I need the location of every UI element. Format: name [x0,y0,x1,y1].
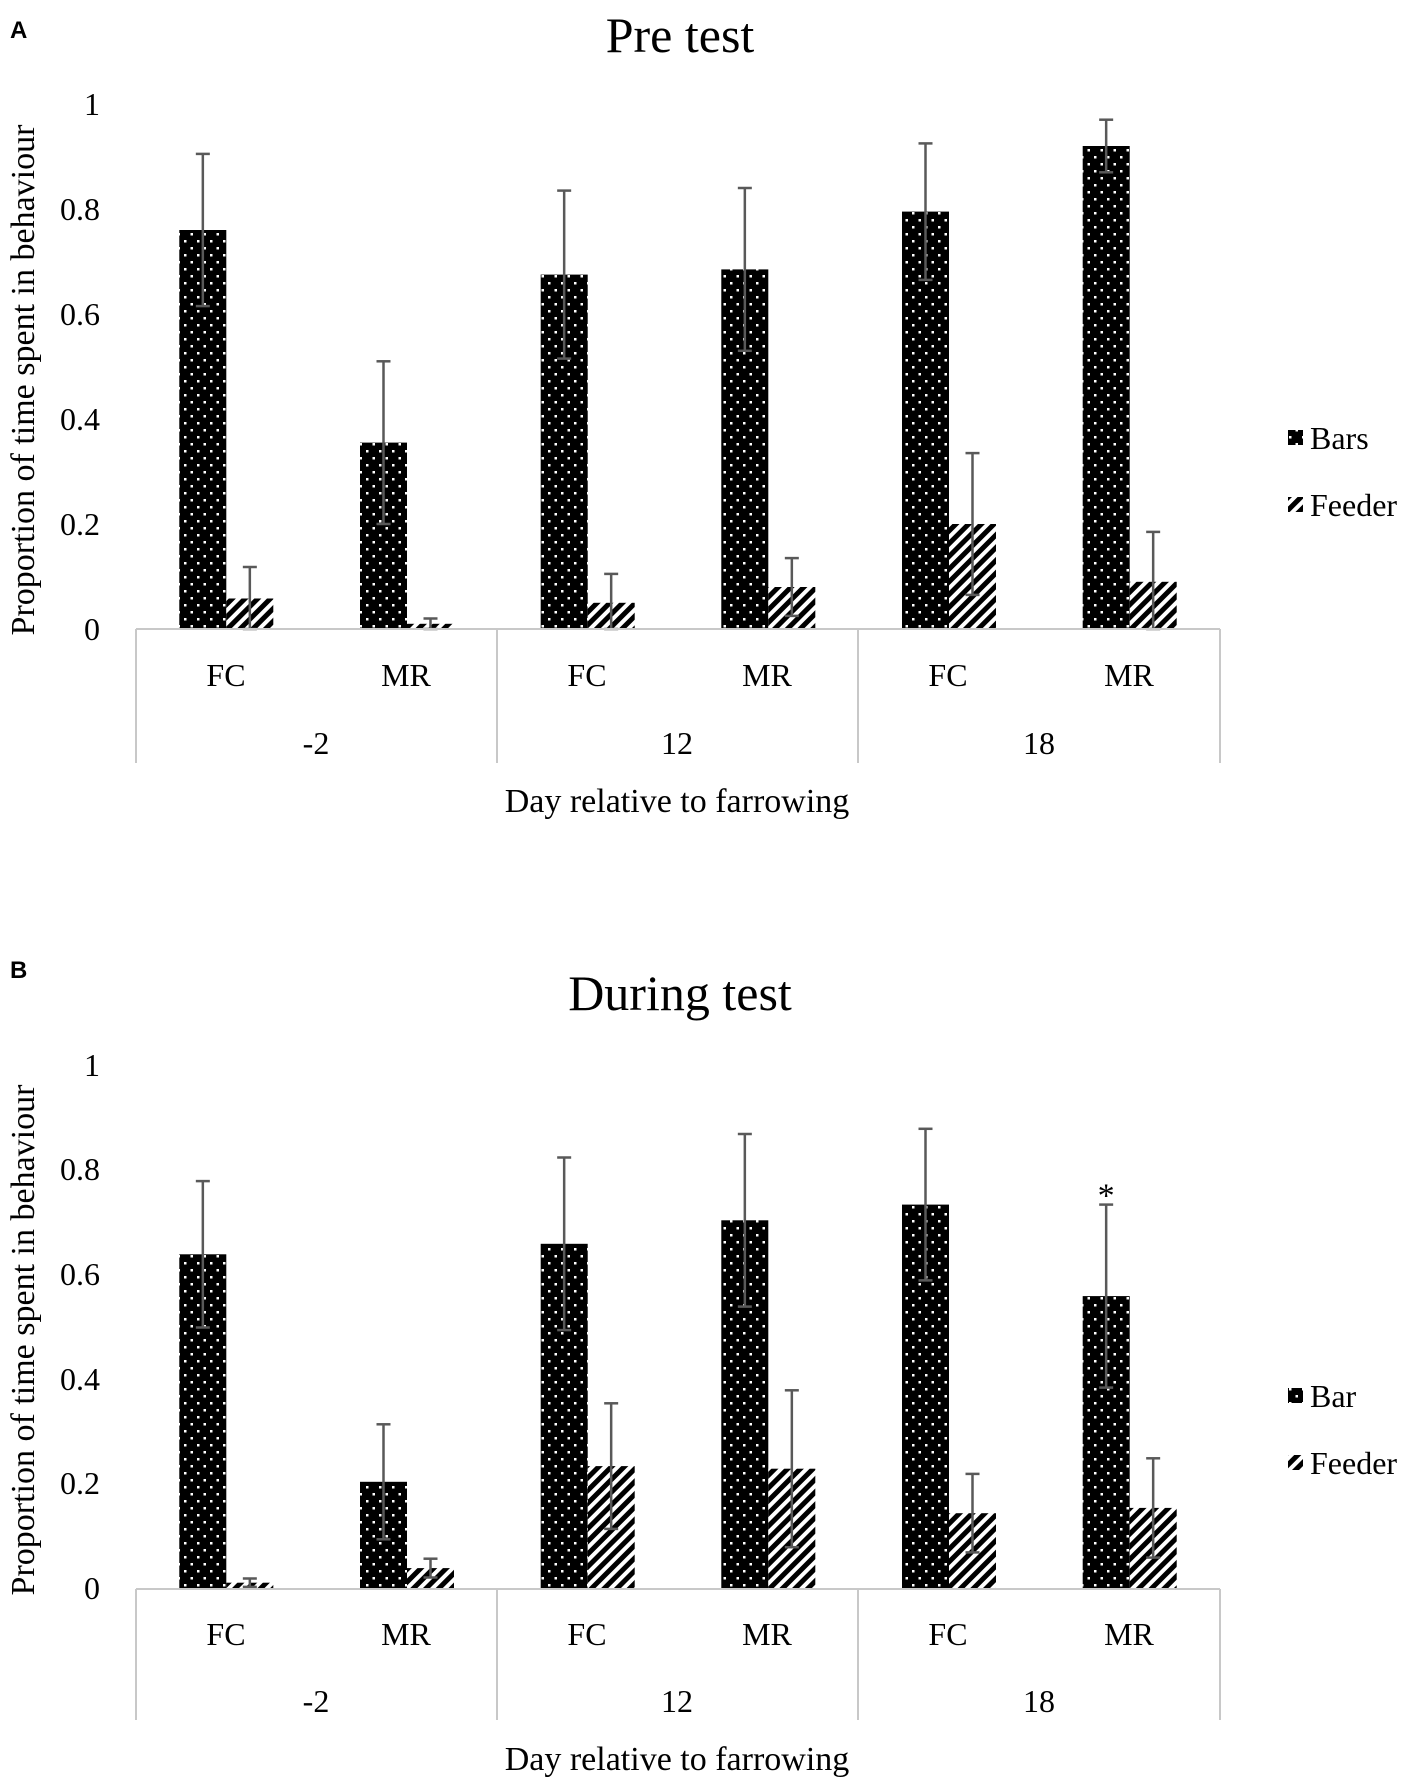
chart-b-group-label: -2 [303,1683,330,1719]
chart-b-ytick: 0.8 [60,1151,100,1187]
chart-a-category-label: MR [381,657,431,693]
chart-a-category-label: FC [206,657,245,693]
chart-b-ytick: 0.4 [60,1361,100,1397]
bar-bars-5 [1082,146,1130,629]
error-bar-bar-0 [195,1179,210,1329]
chart-a-group-label: 12 [661,725,693,761]
chart-b-group-label: 12 [661,1683,693,1719]
chart-b-category-label: FC [567,1616,606,1652]
chart-b-category-label: MR [1104,1616,1154,1652]
chart-a-category-label: FC [567,657,606,693]
error-bar-bars-3 [737,186,752,353]
chart-b-category-label: MR [742,1616,792,1652]
chart-b-category-label: FC [928,1616,967,1652]
chart-b-ytick: 0.6 [60,1256,100,1292]
chart-b-group-label: 18 [1023,1683,1055,1719]
chart-a-category-label: MR [1104,657,1154,693]
chart-a-xlabel: Day relative to farrowing [505,783,850,820]
error-bar-bars-0 [195,152,210,308]
error-bar-feeder-3 [784,1389,799,1549]
chart-b-legend: Bar Feeder [1288,1378,1397,1481]
chart-a-x-axis [135,628,1221,763]
chart-a-yticks: 0 0.2 0.4 0.6 0.8 1 [60,86,100,647]
chart-a-title: Pre test [606,7,755,63]
error-bar-bar-3 [737,1132,752,1308]
chart-b-x-axis [135,1588,1221,1720]
error-bar-feeder-2 [604,1402,619,1531]
error-bar-feeder-0 [242,1577,257,1589]
legend-swatch-bar [1288,1388,1303,1403]
chart-a-ytick: 1 [84,86,100,122]
chart-b-ylabel: Proportion of time spent in behaviour [5,1084,42,1596]
chart-a-ytick: 0 [84,611,100,647]
chart-a-ytick: 0.4 [60,401,100,437]
chart-b-ytick: 0 [84,1570,100,1606]
chart-a-ytick: 0.8 [60,191,100,227]
chart-b-category-labels: FC MR FC MR FC MR [206,1616,1154,1652]
error-bar-feeder-1 [423,1557,438,1579]
legend-label-bar: Bar [1310,1378,1357,1414]
error-bar-bar-1 [376,1423,391,1541]
chart-b-bars: * [179,1127,1177,1589]
legend-label-feeder: Feeder [1310,487,1397,523]
error-bar-bar-4 [918,1127,933,1282]
chart-a-ylabel: Proportion of time spent in behaviour [5,124,42,636]
chart-a-group-label: -2 [303,725,330,761]
chart-b-xlabel: Day relative to farrowing [505,1741,850,1778]
chart-a-category-labels: FC MR FC MR FC MR [206,657,1154,693]
error-bar-bars-5 [1099,118,1114,174]
legend-swatch-feeder [1288,497,1303,512]
chart-b-ytick: 1 [84,1047,100,1083]
error-bar-bars-2 [557,189,572,360]
legend-swatch-bars [1288,430,1303,445]
chart-a-category-label: MR [742,657,792,693]
chart-b-category-label: MR [381,1616,431,1652]
error-bar-feeder-3 [784,556,799,618]
chart-b-ytick: 0.2 [60,1465,100,1501]
chart-a-category-label: FC [928,657,967,693]
chart-b-title: During test [568,965,792,1021]
chart-a-ytick: 0.6 [60,296,100,332]
legend-swatch-feeder [1288,1455,1303,1470]
error-bar-bar-5 [1099,1203,1114,1389]
error-bar-bars-1 [376,360,391,526]
significance-annotation: * [1098,1178,1115,1215]
chart-b-yticks: 0 0.2 0.4 0.6 0.8 1 [60,1047,100,1606]
chart-b-group-labels: -2 12 18 [303,1683,1055,1719]
legend-label-bars: Bars [1310,420,1369,456]
panel-a-letter: A [10,17,27,44]
chart-a-legend: Bars Feeder [1288,420,1397,523]
legend-label-feeder: Feeder [1310,1445,1397,1481]
panel-a: A Pre test 0 0.2 0.4 0.6 0.8 1 Proportio… [5,7,1397,820]
error-bar-feeder-4 [965,1472,980,1554]
chart-a-group-label: 18 [1023,725,1055,761]
error-bar-feeder-5 [1146,1457,1161,1559]
error-bar-feeder-4 [965,451,980,597]
chart-a-ytick: 0.2 [60,506,100,542]
chart-b-category-label: FC [206,1616,245,1652]
error-bar-bar-2 [557,1156,572,1332]
error-bar-bars-4 [918,142,933,282]
chart-a-bars [179,118,1177,631]
panel-b: B During test 0 0.2 0.4 0.6 0.8 1 Propor… [5,957,1397,1778]
panel-b-letter: B [10,957,27,984]
chart-a-group-labels: -2 12 18 [303,725,1055,761]
bar-bars-4 [902,211,949,629]
